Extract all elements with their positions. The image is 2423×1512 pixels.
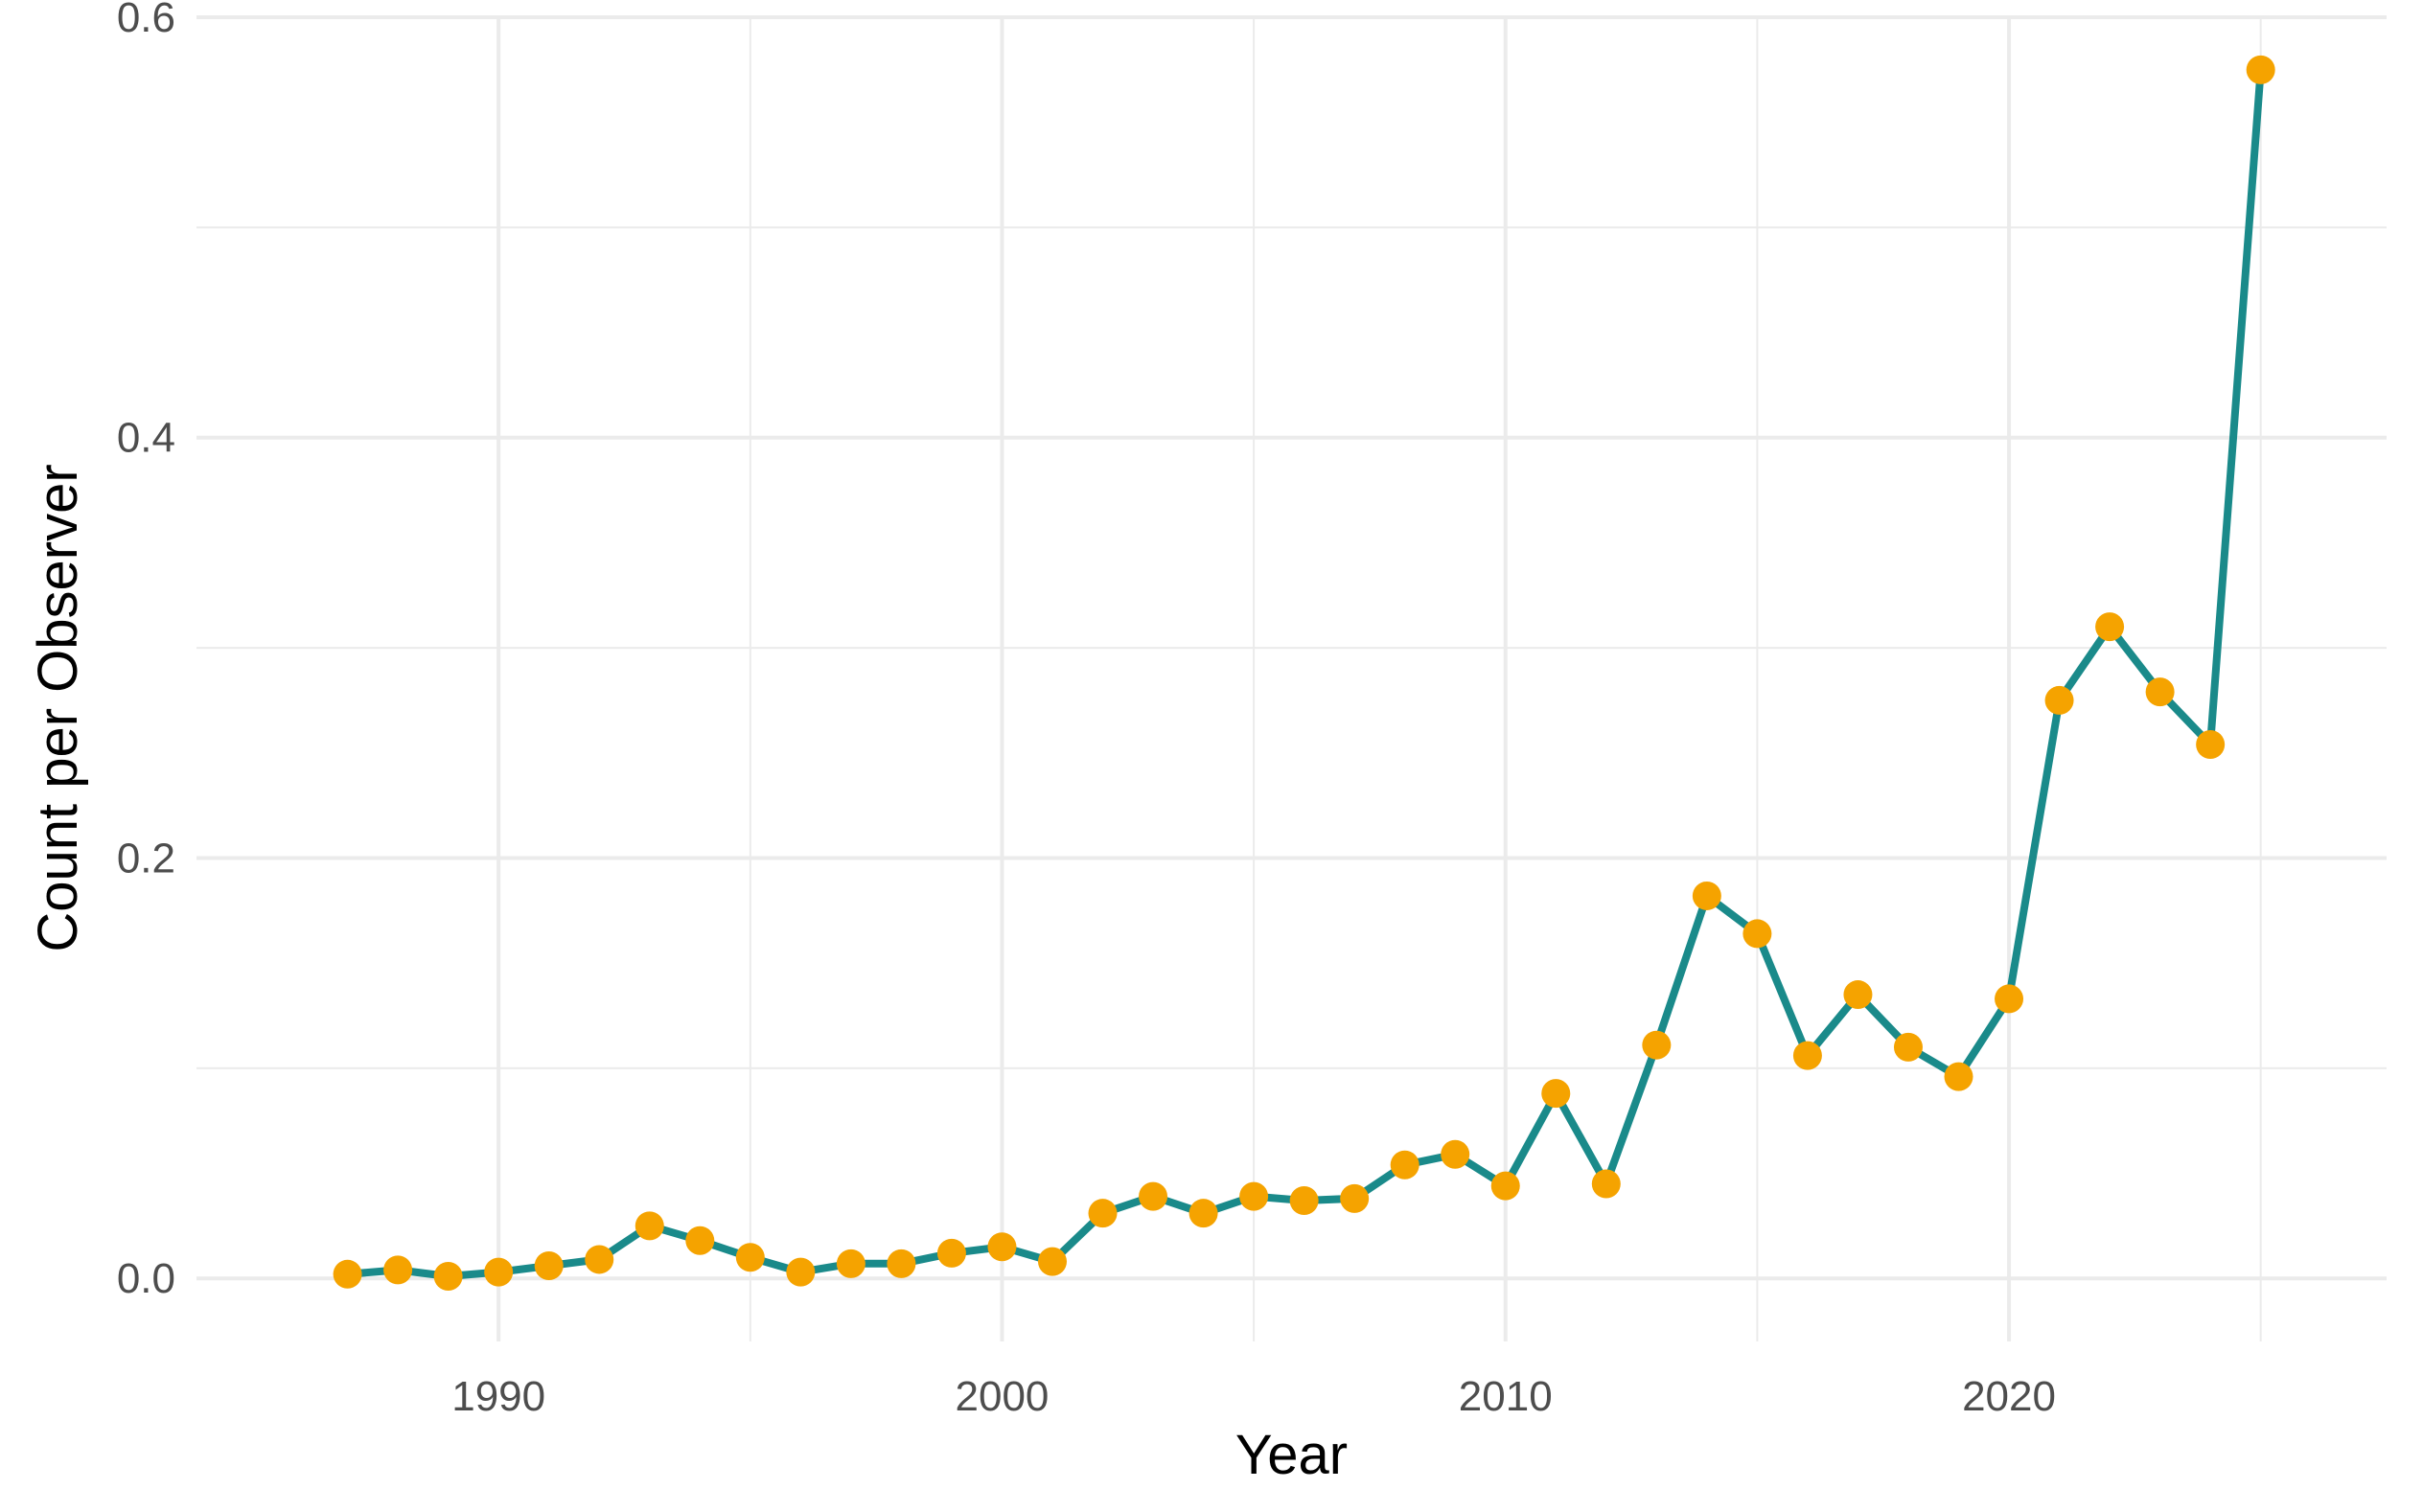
data-point: [1541, 1079, 1571, 1109]
series-points-group: [333, 55, 2275, 1291]
data-point: [1188, 1199, 1218, 1228]
data-point: [333, 1259, 362, 1289]
data-point: [685, 1226, 715, 1255]
data-point: [1944, 1062, 1973, 1091]
data-point: [484, 1257, 514, 1287]
data-point: [1239, 1181, 1269, 1211]
y-tick-label: 0.4: [117, 415, 175, 462]
x-tick-label: 2000: [956, 1373, 1050, 1420]
data-point: [635, 1211, 664, 1241]
data-point: [2044, 685, 2074, 715]
y-axis-ticks: 0.0 0.2 0.4 0.6: [117, 0, 175, 1302]
data-point: [1692, 881, 1721, 910]
data-point: [1490, 1171, 1520, 1201]
x-tick-label: 2020: [1962, 1373, 2056, 1420]
data-point: [987, 1232, 1017, 1262]
data-point: [1792, 1041, 1822, 1070]
data-point: [1642, 1030, 1672, 1060]
data-point: [383, 1255, 413, 1285]
grid-lines: [196, 15, 2387, 1341]
data-point: [786, 1257, 816, 1287]
data-point: [534, 1251, 564, 1281]
x-tick-label: 2010: [1459, 1373, 1553, 1420]
data-point: [1591, 1169, 1621, 1199]
data-point: [1289, 1186, 1319, 1216]
data-point: [1441, 1139, 1470, 1169]
x-axis-ticks: 1990 2000 2010 2020: [451, 1373, 2056, 1420]
data-point: [735, 1243, 765, 1272]
x-tick-label: 1990: [451, 1373, 545, 1420]
data-point: [936, 1238, 966, 1268]
data-point: [433, 1261, 463, 1291]
data-point: [1088, 1199, 1118, 1228]
data-point: [887, 1249, 916, 1278]
data-point: [2196, 730, 2226, 760]
data-point: [1742, 919, 1772, 949]
y-tick-label: 0.6: [117, 0, 175, 41]
data-point: [1893, 1032, 1923, 1062]
y-axis-title: Count per Observer: [27, 464, 89, 951]
x-axis-title: Year: [1235, 1424, 1348, 1486]
data-point: [2246, 55, 2275, 84]
data-point: [1139, 1181, 1168, 1211]
data-point: [1390, 1150, 1419, 1180]
y-tick-label: 0.0: [117, 1255, 175, 1302]
data-point: [1340, 1183, 1370, 1213]
data-point: [1843, 980, 1873, 1010]
series-line: [343, 65, 2265, 1280]
data-point: [2095, 612, 2125, 642]
y-tick-label: 0.2: [117, 835, 175, 882]
data-point: [2145, 677, 2175, 707]
data-point: [836, 1249, 865, 1278]
data-point: [1995, 984, 2024, 1014]
data-point: [585, 1245, 614, 1274]
data-point: [1037, 1247, 1067, 1276]
series-line-group: [343, 65, 2265, 1280]
